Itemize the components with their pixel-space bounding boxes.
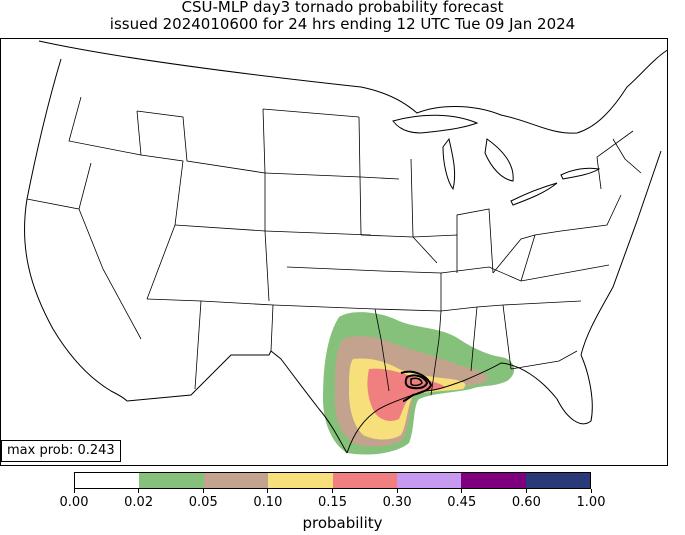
lake-huron bbox=[484, 138, 514, 182]
prob-contour-max bbox=[404, 374, 429, 390]
lake-superior bbox=[392, 114, 479, 134]
colorbar-tick-label: 0.30 bbox=[382, 495, 412, 510]
colorbar-tick-label: 0.45 bbox=[447, 495, 477, 510]
lake-erie bbox=[510, 182, 558, 206]
colorbar-tick-mark bbox=[73, 489, 75, 493]
colorbar-tick-label: 0.05 bbox=[188, 495, 218, 510]
colorbar-segment bbox=[139, 473, 204, 488]
lake-ontario bbox=[560, 167, 601, 180]
colorbar-tick-mark bbox=[461, 489, 463, 493]
lake-michigan bbox=[442, 137, 456, 191]
colorbar-tick-label: 1.00 bbox=[576, 495, 606, 510]
prob-contour-inner bbox=[410, 377, 423, 387]
colorbar-tick-mark bbox=[396, 489, 398, 493]
colorbar-label: probability bbox=[302, 514, 383, 532]
map-canvas bbox=[24, 40, 667, 455]
colorbar-segment bbox=[461, 473, 526, 488]
map-panel[interactable] bbox=[0, 38, 668, 466]
chart-subtitle: issued 2024010600 for 24 hrs ending 12 U… bbox=[109, 15, 576, 33]
max-prob-box: max prob: 0.243 bbox=[1, 440, 121, 462]
state-boundaries bbox=[26, 96, 642, 396]
pacific-coast bbox=[24, 58, 128, 402]
colorbar-segment bbox=[396, 473, 462, 488]
colorbar-tick-label: 0.60 bbox=[511, 495, 541, 510]
us-mexico-border bbox=[126, 350, 348, 454]
us-canada-border bbox=[38, 40, 667, 134]
colorbar-segment bbox=[75, 473, 140, 488]
colorbar-tick-mark bbox=[267, 489, 269, 493]
colorbar-tick-mark bbox=[202, 489, 204, 493]
colorbar-tick-mark bbox=[590, 489, 592, 493]
colorbar-tick-label: 0.00 bbox=[59, 495, 89, 510]
prob-contour-0-15-outline bbox=[400, 370, 433, 402]
colorbar-tick-mark bbox=[525, 489, 527, 493]
colorbar-segment bbox=[332, 473, 397, 488]
colorbar-segment bbox=[268, 473, 333, 488]
colorbar-tick-label: 0.10 bbox=[253, 495, 283, 510]
colorbar-tick-label: 0.15 bbox=[318, 495, 347, 510]
colorbar-segment bbox=[203, 473, 269, 488]
colorbar-tick-mark bbox=[332, 489, 333, 493]
forecast-areas bbox=[323, 312, 515, 455]
colorbar-tick-mark bbox=[138, 489, 140, 493]
chart-title: CSU-MLP day3 tornado probability forecas… bbox=[181, 0, 504, 16]
atlantic-coast bbox=[580, 150, 662, 356]
colorbar-tick-label: 0.02 bbox=[124, 495, 154, 510]
colorbar-segment bbox=[525, 473, 590, 488]
colorbar bbox=[74, 472, 591, 489]
gulf-coast bbox=[346, 354, 593, 454]
boundaries bbox=[24, 40, 667, 454]
